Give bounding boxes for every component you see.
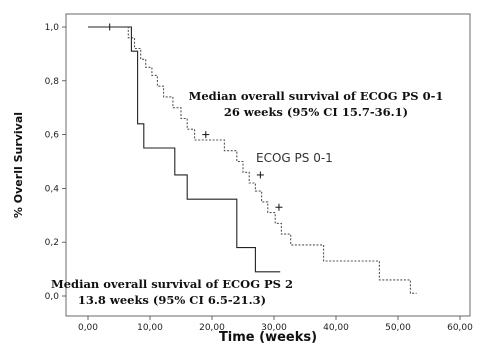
- censor-mark: [256, 171, 264, 179]
- y-tick-label: 0,2: [45, 238, 59, 248]
- censor-mark: [275, 203, 283, 211]
- y-tick-label: 0,4: [45, 184, 60, 194]
- x-tick-label: 60,00: [447, 323, 473, 333]
- x-tick-label: 10,00: [137, 323, 163, 333]
- y-axis-title: % Overll Survival: [12, 112, 25, 218]
- plot-area-frame: [65, 13, 471, 317]
- x-tick-label: 50,00: [385, 323, 411, 333]
- annotation-ps2-line1: Median overall survival of ECOG PS 2: [51, 277, 293, 291]
- x-tick-label: 30,00: [261, 323, 287, 333]
- y-tick-label: 0,6: [45, 131, 60, 141]
- series-line-ecog-ps-2: [88, 26, 281, 273]
- y-tick-label: 0,8: [45, 77, 60, 87]
- x-tick-label: 40,00: [323, 323, 349, 333]
- y-tick-label: 0,0: [45, 292, 60, 302]
- annotation-ps01-line2: 26 weeks (95% CI 15.7-36.1): [224, 105, 408, 119]
- series-line-ecog-ps-0-1: [88, 26, 417, 294]
- series-layer: [88, 23, 417, 294]
- x-tick-label: 20,00: [199, 323, 225, 333]
- y-tick-label: 1,0: [45, 23, 60, 33]
- series-label-ecog-ps01: ECOG PS 0-1: [256, 151, 333, 165]
- x-axis-title: Time (weeks): [219, 330, 317, 344]
- x-tick-label: 0,00: [78, 323, 98, 333]
- annotation-ps2-line2: 13.8 weeks (95% CI 6.5-21.3): [78, 293, 266, 307]
- annotation-ps01-line1: Median overall survival of ECOG PS 0-1: [189, 89, 444, 103]
- axis-ticks: 0,00 10,00 20,00 30,00 40,00 50,00 60,00 0,0 0,2…: [45, 23, 473, 333]
- censor-mark: [202, 131, 210, 139]
